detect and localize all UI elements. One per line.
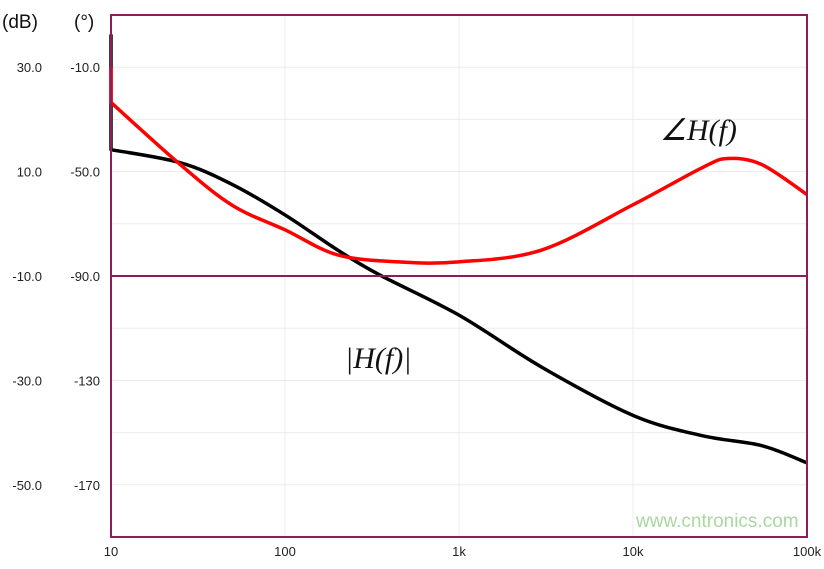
watermark: www.cntronics.com <box>635 511 799 532</box>
y-right-tick-label: -130 <box>74 373 100 388</box>
x-tick-label: 10k <box>623 544 644 559</box>
magnitude-label: |H(f)| <box>345 342 411 375</box>
phase-curve <box>109 67 808 265</box>
magnitude-curve <box>109 34 808 465</box>
y-left-tick-label: -50.0 <box>12 478 42 493</box>
y-right-unit: (°) <box>74 12 94 33</box>
x-tick-label: 1k <box>452 544 466 559</box>
y-right-tick-label: -50.0 <box>70 165 100 180</box>
y-left-tick-label: -10.0 <box>12 269 42 284</box>
x-tick-label: 10 <box>104 544 118 559</box>
y-right-tick-label: -90.0 <box>70 269 100 284</box>
x-tick-label: 100k <box>793 544 822 559</box>
y-left-unit: (dB) <box>2 12 38 33</box>
y-left-tick-label: 10.0 <box>17 165 42 180</box>
x-tick-label: 100 <box>274 544 296 559</box>
y-left-tick-label: -30.0 <box>12 373 42 388</box>
phase-label: ∠H(f) <box>660 114 737 147</box>
y-right-tick-label: -170 <box>74 478 100 493</box>
y-right-tick-label: -10.0 <box>70 60 100 75</box>
y-left-tick-label: 30.0 <box>17 60 42 75</box>
